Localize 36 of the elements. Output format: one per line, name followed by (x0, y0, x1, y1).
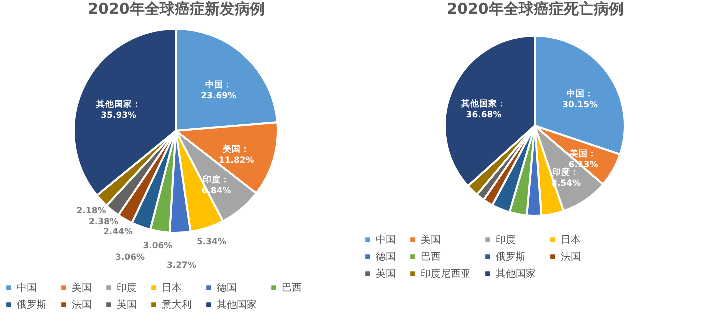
legend-label: 巴西 (421, 252, 441, 263)
data-label: 2.38% (88, 218, 119, 228)
data-label: 3.27% (166, 260, 197, 271)
legend-label: 中国 (17, 282, 37, 294)
legend-label: 法国 (72, 299, 92, 311)
data-label: 2.44% (103, 228, 134, 238)
legend-label: 德国 (217, 283, 237, 294)
legend-label: 美国 (421, 234, 441, 246)
legend-label: 日本 (561, 234, 581, 246)
legend-label: 中国 (376, 234, 396, 246)
legend-label: 英国 (117, 299, 137, 311)
legend-label: 巴西 (282, 283, 302, 294)
legend-label: 德国 (376, 252, 396, 263)
data-label: 中国：23.69% (201, 79, 238, 102)
chart-title: 2020年全球癌症死亡病例 (447, 0, 624, 18)
legend-label: 其他国家 (496, 268, 536, 280)
legend-label: 印度 (117, 282, 137, 294)
legend-label: 日本 (162, 282, 182, 294)
legend-label: 意大利 (161, 299, 192, 311)
legend-label: 法国 (561, 251, 581, 263)
data-label: 中国：30.15% (562, 88, 598, 110)
data-label: 美国：11.82% (218, 144, 255, 166)
data-label: 2.18% (76, 206, 107, 216)
legend-label: 印度 (496, 234, 516, 246)
legend-label: 美国 (72, 282, 92, 294)
legend-label: 印度尼西亚 (421, 268, 471, 280)
chart-title: 2020年全球癌症新发病例 (88, 0, 265, 18)
data-label: 其他国家：35.93% (95, 98, 142, 121)
legend-label: 英国 (376, 268, 396, 280)
legend-label: 俄罗斯 (17, 299, 47, 311)
data-label: 其他国家：36.68% (460, 98, 507, 120)
data-label: 5.34% (196, 237, 227, 248)
legend-label: 其他国家 (217, 299, 257, 311)
data-label: 3.06% (143, 242, 174, 252)
data-label: 3.06% (116, 252, 146, 263)
legend-label: 俄罗斯 (496, 251, 526, 263)
